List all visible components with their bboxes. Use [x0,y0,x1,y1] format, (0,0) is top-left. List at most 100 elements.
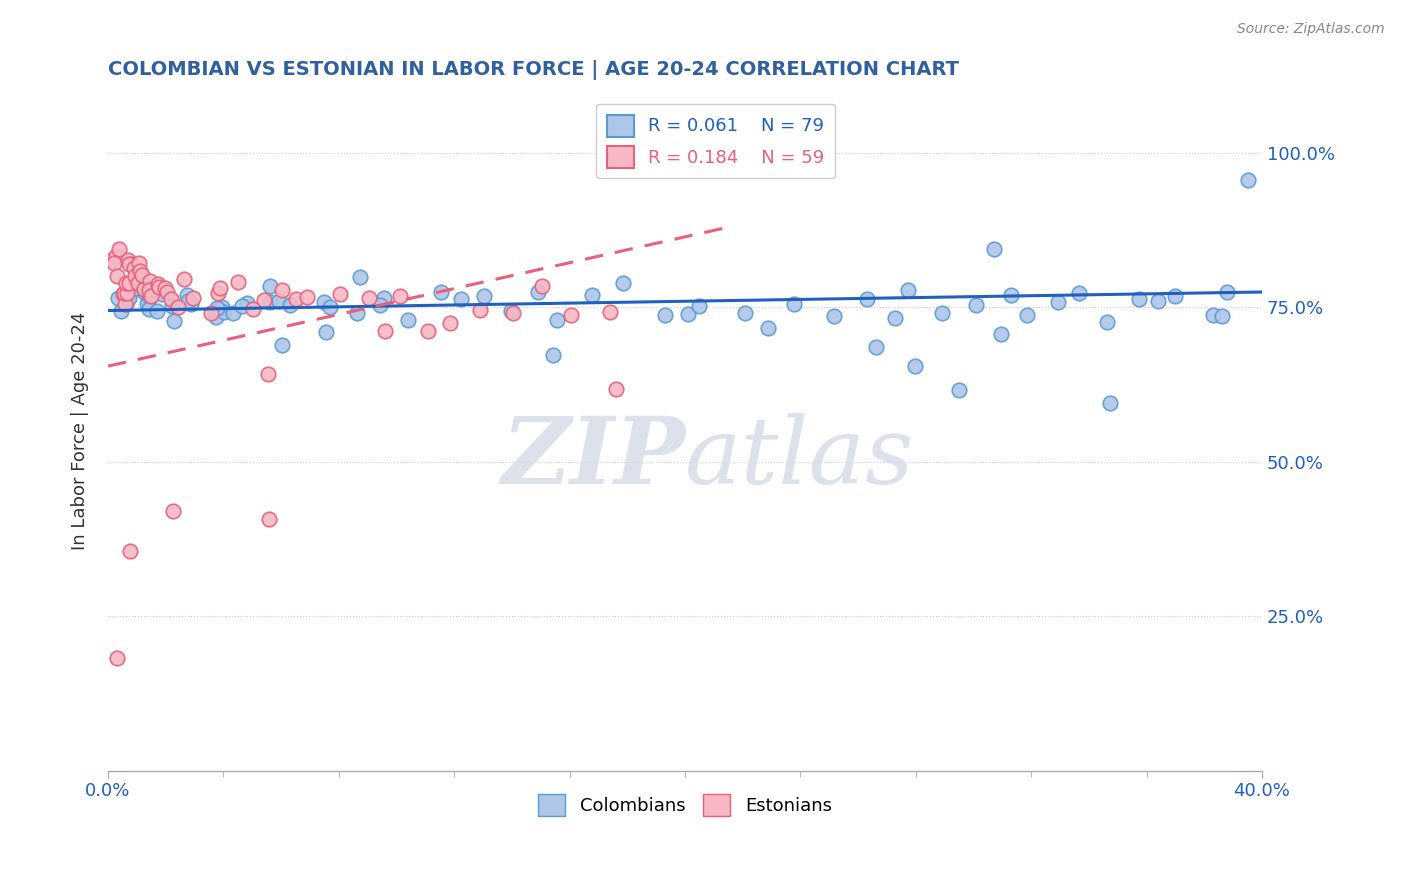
Point [153,281,176,295]
Point [173,271,195,285]
Point [450,292,472,306]
Point [139,290,162,304]
Point [139,274,162,288]
Point [527,285,550,299]
Legend: Colombians, Estonians: Colombians, Estonians [531,787,839,822]
Point [166,301,188,315]
Point [117,253,139,268]
Point [1147,294,1170,309]
Point [128,256,150,270]
Point [388,288,411,302]
Point [259,279,281,293]
Text: Source: ZipAtlas.com: Source: ZipAtlas.com [1237,22,1385,37]
Point [865,340,887,354]
Point [396,313,419,327]
Point [270,283,292,297]
Point [359,291,381,305]
Point [560,308,582,322]
Point [541,348,564,362]
Point [599,304,621,318]
Text: ZIP: ZIP [501,413,685,503]
Point [474,288,496,302]
Point [1128,292,1150,306]
Point [904,359,927,374]
Point [688,299,710,313]
Point [115,276,138,290]
Point [207,285,229,300]
Point [108,242,131,256]
Point [374,324,396,338]
Point [131,268,153,282]
Point [139,289,162,303]
Point [284,292,307,306]
Point [115,297,138,311]
Point [349,270,371,285]
Point [118,277,141,291]
Point [117,285,139,300]
Point [318,300,340,314]
Point [136,297,159,311]
Point [180,297,202,311]
Point [783,296,806,310]
Point [204,310,226,324]
Point [734,306,756,320]
Point [965,298,987,312]
Point [676,307,699,321]
Point [329,287,352,301]
Point [1164,288,1187,302]
Point [117,257,139,271]
Point [267,294,290,309]
Point [105,269,128,284]
Point [111,286,134,301]
Point [756,320,779,334]
Point [242,302,264,317]
Point [546,313,568,327]
Point [138,301,160,316]
Point [128,263,150,277]
Y-axis label: In Labor Force | Age 20-24: In Labor Force | Age 20-24 [72,312,89,550]
Point [148,280,170,294]
Point [1069,285,1091,300]
Point [211,300,233,314]
Point [1211,309,1233,323]
Point [581,287,603,301]
Point [502,306,524,320]
Point [110,304,132,318]
Point [270,338,292,352]
Point [148,277,170,292]
Point [132,282,155,296]
Point [124,281,146,295]
Point [162,299,184,313]
Point [162,504,184,518]
Point [439,316,461,330]
Point [948,383,970,397]
Point [212,305,235,319]
Point [897,283,920,297]
Point [257,367,280,381]
Point [104,249,127,263]
Point [163,313,186,327]
Point [136,293,159,308]
Point [1099,396,1122,410]
Point [1216,285,1239,300]
Point [499,304,522,318]
Point [120,257,142,271]
Point [257,512,280,526]
Point [931,306,953,320]
Point [226,276,249,290]
Point [231,299,253,313]
Point [127,276,149,290]
Point [1015,308,1038,322]
Point [373,291,395,305]
Point [1237,172,1260,186]
Text: COLOMBIAN VS ESTONIAN IN LABOR FORCE | AGE 20-24 CORRELATION CHART: COLOMBIAN VS ESTONIAN IN LABOR FORCE | A… [108,60,959,79]
Point [314,294,336,309]
Point [156,285,179,299]
Point [295,290,318,304]
Point [824,309,846,323]
Point [132,284,155,298]
Point [1000,288,1022,302]
Point [160,293,183,307]
Point [856,292,879,306]
Point [124,269,146,284]
